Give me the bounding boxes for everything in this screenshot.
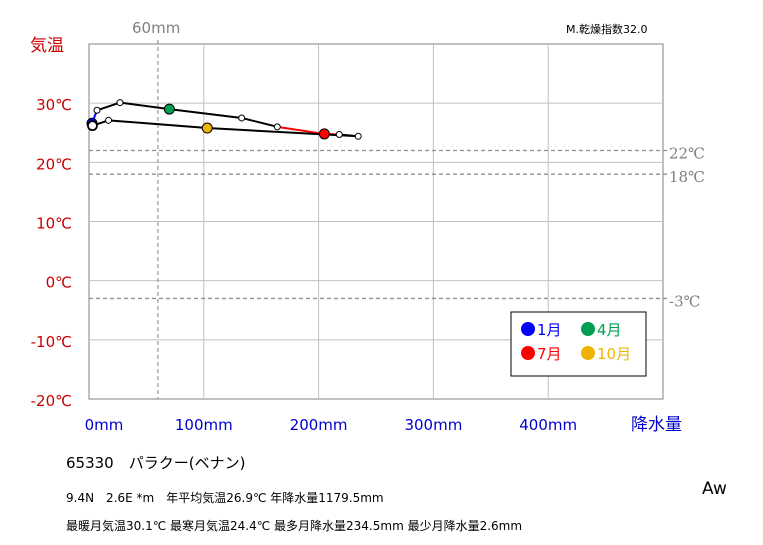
climograph: 22℃ 18℃ -3℃ -20℃ -10℃ 0℃ 10℃ 20℃ 30℃ 0mm 100mm 20… [30,19,705,435]
y-tick-label: 20℃ [36,155,72,173]
legend-marker [521,346,535,360]
curve-segment [168,108,243,119]
month-points [86,99,362,140]
climate-class: Aw [702,479,727,499]
threshold-label: 18℃ [669,168,705,186]
month-point-9 [354,132,362,140]
curve-segment [96,101,121,112]
y-tick-label: 10℃ [36,215,72,233]
60mm-label: 60mm [132,19,180,37]
month-point-12 [87,120,98,132]
y-axis-label: 気温 [30,36,64,56]
legend-label: 4月 [597,321,622,339]
curve-segment [107,119,209,130]
legend-marker [581,346,595,360]
legend-label: 1月 [537,321,562,339]
station-name: 65330 パラクー(ベナン) [66,454,246,472]
x-tick-label: 0mm [85,416,124,434]
month-point-2 [93,106,101,114]
x-tick-label: 400mm [519,416,577,434]
curve-segment [118,101,171,111]
legend-label: 7月 [537,345,562,363]
x-tick-label: 100mm [175,416,233,434]
threshold-label: 22℃ [669,145,705,163]
month-point-10 [201,122,213,134]
y-tick-labels: -20℃ -10℃ 0℃ 10℃ 20℃ 30℃ [31,96,72,410]
climate-curve [90,101,360,138]
legend: 1月 4月 7月 10月 [510,311,647,377]
legend-box [510,311,647,377]
x-tick-label: 300mm [404,416,462,434]
y-tick-label: -10℃ [31,333,72,351]
x-axis-label: 降水量 [631,415,682,435]
month-point-7 [318,128,330,140]
dry-index-label: M.乾燥指数32.0 [566,22,647,36]
curve-segment [240,116,279,128]
legend-marker [581,322,595,336]
curve-segment [206,127,360,138]
y-tick-label: 0℃ [46,274,72,292]
month-point-3 [116,99,124,107]
x-tick-label: 200mm [290,416,348,434]
x-tick-labels: 0mm 100mm 200mm 300mm 400mm [85,416,578,434]
y-tick-label: -20℃ [31,392,72,410]
threshold-label: -3℃ [669,292,700,310]
station-info-line1: 9.4N 2.6E *m 年平均気温26.9℃ 年降水量1179.5mm [66,491,384,505]
legend-marker [521,322,535,336]
legend-label: 10月 [597,345,631,363]
month-point-8 [335,131,343,139]
month-point-11 [105,116,113,124]
month-point-4 [163,103,175,115]
month-point-5 [238,114,246,122]
month-point-6 [273,123,281,131]
threshold-lines: 22℃ 18℃ -3℃ [89,40,705,399]
y-tick-label: 30℃ [36,96,72,114]
curve-segment [276,125,326,135]
station-info-line2: 最暖月気温30.1℃ 最寒月気温24.4℃ 最多月降水量234.5mm 最少月降… [66,519,523,533]
